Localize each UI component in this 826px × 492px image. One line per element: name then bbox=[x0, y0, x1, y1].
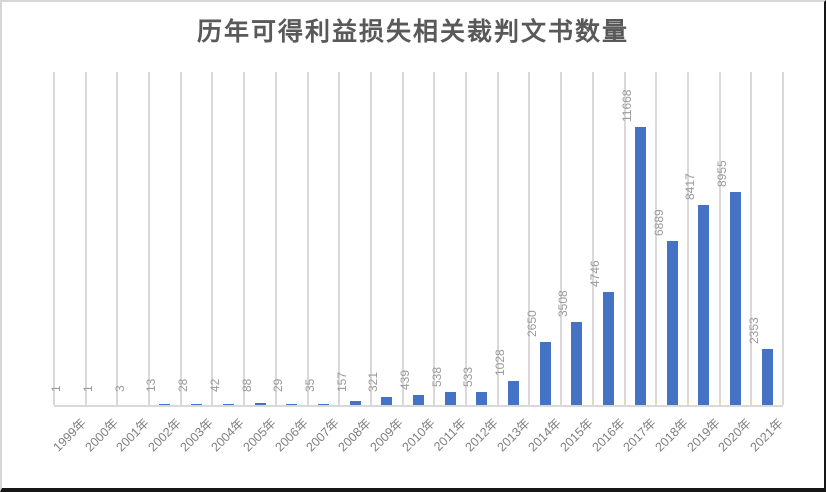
bar-value-label: 8417 bbox=[683, 173, 698, 200]
x-tick-label: 2021年 bbox=[747, 416, 787, 455]
bar-2008年 bbox=[349, 401, 361, 405]
bar-2005年 bbox=[254, 402, 266, 405]
bar-value-label: 1 bbox=[49, 385, 64, 392]
bar-2017年 bbox=[634, 127, 646, 405]
x-tick-label: 2020年 bbox=[715, 416, 755, 455]
bar-2010年 bbox=[413, 394, 424, 405]
bar-2014年 bbox=[539, 341, 551, 405]
x-tick-label: 2013年 bbox=[494, 416, 533, 455]
bar-value-label: 11668 bbox=[619, 89, 634, 123]
gridline bbox=[433, 72, 436, 405]
x-tick-label: 2004年 bbox=[208, 416, 248, 455]
gridline bbox=[401, 72, 404, 405]
bar-value-label: 42 bbox=[207, 378, 222, 392]
gridline bbox=[560, 72, 563, 405]
x-tick-label: 2000年 bbox=[82, 416, 121, 455]
x-tick-label: 2010年 bbox=[398, 416, 438, 455]
x-tick-label: 2019年 bbox=[684, 416, 723, 455]
gridline bbox=[496, 72, 499, 405]
bar-value-label: 13 bbox=[144, 378, 159, 392]
gridline bbox=[718, 72, 721, 405]
x-tick-label: 2003年 bbox=[177, 416, 216, 455]
bar-value-label: 1028 bbox=[493, 348, 508, 376]
gridline bbox=[338, 72, 341, 405]
x-tick-label: 2001年 bbox=[113, 416, 153, 455]
bar-value-label: 28 bbox=[176, 378, 191, 392]
x-tick-label: 2012年 bbox=[462, 416, 501, 455]
chart-title: 历年可得利益损失相关裁判文书数量 bbox=[196, 18, 629, 46]
bar-value-label: 157 bbox=[334, 371, 349, 392]
bar-value-label: 2650 bbox=[524, 310, 539, 337]
gridline bbox=[211, 72, 214, 405]
x-tick-label: 2018年 bbox=[652, 416, 691, 455]
bar-2021年 bbox=[761, 349, 773, 405]
gridline bbox=[179, 72, 182, 405]
bar-value-label: 439 bbox=[398, 369, 412, 390]
gridline bbox=[148, 72, 151, 405]
x-tick-label: 2005年 bbox=[240, 416, 279, 455]
bar-value-label: 538 bbox=[429, 367, 444, 388]
x-tick-label: 2006年 bbox=[272, 416, 311, 455]
bar-value-label: 3508 bbox=[556, 289, 571, 317]
gridline bbox=[686, 72, 689, 405]
bar-2003年 bbox=[191, 403, 203, 405]
bar-2018年 bbox=[666, 241, 678, 405]
x-tick-label: 2002年 bbox=[145, 416, 184, 455]
x-tick-label: 2007年 bbox=[303, 416, 343, 455]
bar-2020年 bbox=[729, 192, 741, 405]
bar-value-label: 88 bbox=[239, 378, 254, 392]
bar-value-label: 8955 bbox=[714, 160, 729, 187]
x-tick-label: 2017年 bbox=[620, 416, 660, 455]
x-tick-label: 2016年 bbox=[589, 416, 628, 455]
gridline bbox=[782, 72, 784, 405]
gridlines bbox=[53, 72, 784, 405]
gridline bbox=[591, 72, 594, 405]
bar-2013年 bbox=[508, 380, 520, 405]
gridline bbox=[655, 72, 658, 405]
bar-value-label: 3 bbox=[112, 385, 127, 392]
bar-value-label: 533 bbox=[461, 367, 476, 388]
bar-2015年 bbox=[571, 321, 583, 405]
plot-area: 1 1 3 13 28 42 88 29 35 157 321 439 538 533 1028 2650 35… bbox=[49, 72, 784, 407]
gridline bbox=[369, 72, 372, 405]
gridline bbox=[274, 72, 277, 405]
bar-value-label: 29 bbox=[271, 378, 286, 392]
gridline bbox=[306, 72, 309, 405]
bar-2004年 bbox=[222, 403, 234, 405]
gridline bbox=[243, 72, 246, 405]
bar-2019年 bbox=[698, 204, 710, 405]
x-axis-labels: 1999年 2000年 2001年 2002年 2003年 2004年 2005年 2006年… bbox=[50, 407, 787, 487]
gridline bbox=[623, 72, 626, 405]
bar-2006年 bbox=[286, 403, 298, 405]
bars-layer: 1 1 3 13 28 42 88 29 35 157 321 439 538 533 1028 2650 35… bbox=[49, 72, 783, 405]
x-tick-label: 2011年 bbox=[431, 416, 470, 454]
bar-2007年 bbox=[317, 403, 329, 405]
x-tick-label: 2009年 bbox=[367, 416, 406, 455]
bar-value-label: 4746 bbox=[588, 260, 603, 288]
x-tick-label: 2008年 bbox=[335, 416, 374, 455]
bar-2012年 bbox=[476, 392, 488, 405]
gridline bbox=[750, 72, 753, 405]
x-tick-label: 2015年 bbox=[557, 416, 596, 455]
x-tick-label: 2014年 bbox=[525, 416, 565, 455]
gridline bbox=[465, 72, 468, 405]
bar-value-label: 35 bbox=[302, 378, 317, 392]
x-tick-label: 1999年 bbox=[50, 416, 89, 455]
bar-value-label: 6889 bbox=[651, 209, 666, 237]
bar-value-label: 1 bbox=[81, 385, 96, 392]
bar-value-label: 321 bbox=[366, 371, 381, 392]
bar-2011年 bbox=[444, 392, 456, 405]
bar-2016年 bbox=[603, 292, 615, 405]
gridline bbox=[116, 72, 119, 405]
bar-2002年 bbox=[159, 403, 171, 405]
gridline bbox=[84, 72, 87, 405]
gridline bbox=[528, 72, 531, 405]
bar-value-label: 2353 bbox=[746, 317, 761, 345]
bar-2009年 bbox=[381, 397, 393, 405]
gridline bbox=[53, 72, 55, 405]
